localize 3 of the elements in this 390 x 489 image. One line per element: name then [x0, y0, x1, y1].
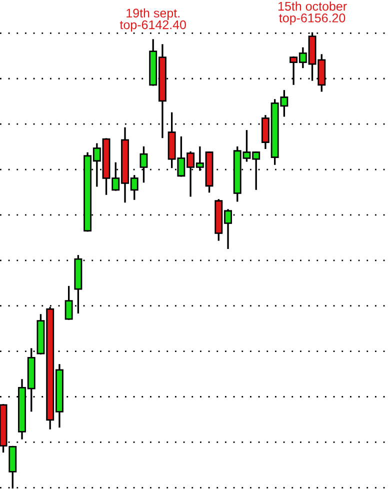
annotation: 15th october top-6156.20 [278, 2, 347, 25]
candlestick [64, 286, 73, 320]
annotation: 19th sept. top-6142.40 [120, 8, 186, 32]
